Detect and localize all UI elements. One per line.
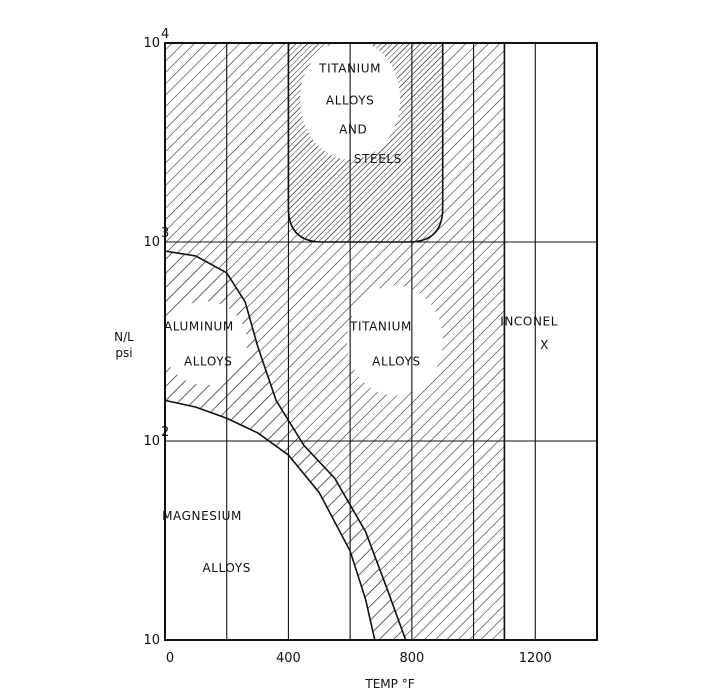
region-label-titanium_steels-3: STEELS	[354, 152, 402, 166]
y-tick-label: 10	[143, 633, 160, 648]
label-blob	[163, 301, 248, 386]
x-tick-label: 1200	[519, 651, 552, 666]
x-tick-labels: 0 400 800 1200	[166, 651, 552, 666]
y-axis-title-line1: N/L	[114, 330, 134, 344]
region-label-titanium_steels-1: ALLOYS	[326, 94, 375, 108]
region-label-titanium_steels-2: AND	[339, 123, 367, 137]
x-axis-title: TEMP °F	[364, 677, 414, 691]
y-tick-exponent: 2	[161, 425, 169, 440]
boundary-magnesium	[164, 399, 376, 641]
region-labels: MAGNESIUM ALLOYS ALUMINUM ALLOYS TITANIUM ALL…	[162, 62, 558, 575]
region-boundaries	[164, 42, 506, 641]
region-label-magnesium-0: MAGNESIUM	[162, 509, 242, 523]
boundary-aluminum	[164, 250, 407, 641]
region-label-inconel-0: INCONEL	[500, 315, 558, 329]
region-label-magnesium-1: ALLOYS	[202, 561, 251, 575]
x-tick-label: 400	[276, 651, 301, 666]
region-label-titanium_steels-0: TITANIUM	[318, 62, 381, 76]
y-tick-exponent: 3	[161, 226, 169, 241]
y-tick-label: 10	[143, 235, 160, 250]
region-label-aluminum-0: ALUMINUM	[164, 319, 234, 333]
y-axis-title-line2: psi	[115, 346, 132, 360]
label-blob	[346, 285, 443, 396]
region-label-titanium-1: ALLOYS	[372, 354, 421, 368]
y-tick-label: 10	[143, 434, 160, 449]
x-tick-label: 800	[399, 651, 424, 666]
region-label-titanium-0: TITANIUM	[349, 319, 412, 333]
y-tick-label: 10	[143, 36, 160, 51]
region-label-inconel-1: X	[540, 338, 549, 352]
boundary-titanium-steels	[287, 42, 444, 243]
plot-frame	[164, 42, 598, 641]
region-label-aluminum-1: ALLOYS	[184, 354, 233, 368]
region-magnesium-alloys	[165, 400, 375, 640]
y-tick-exponent: 4	[161, 27, 169, 42]
x-tick-label: 0	[166, 651, 174, 666]
